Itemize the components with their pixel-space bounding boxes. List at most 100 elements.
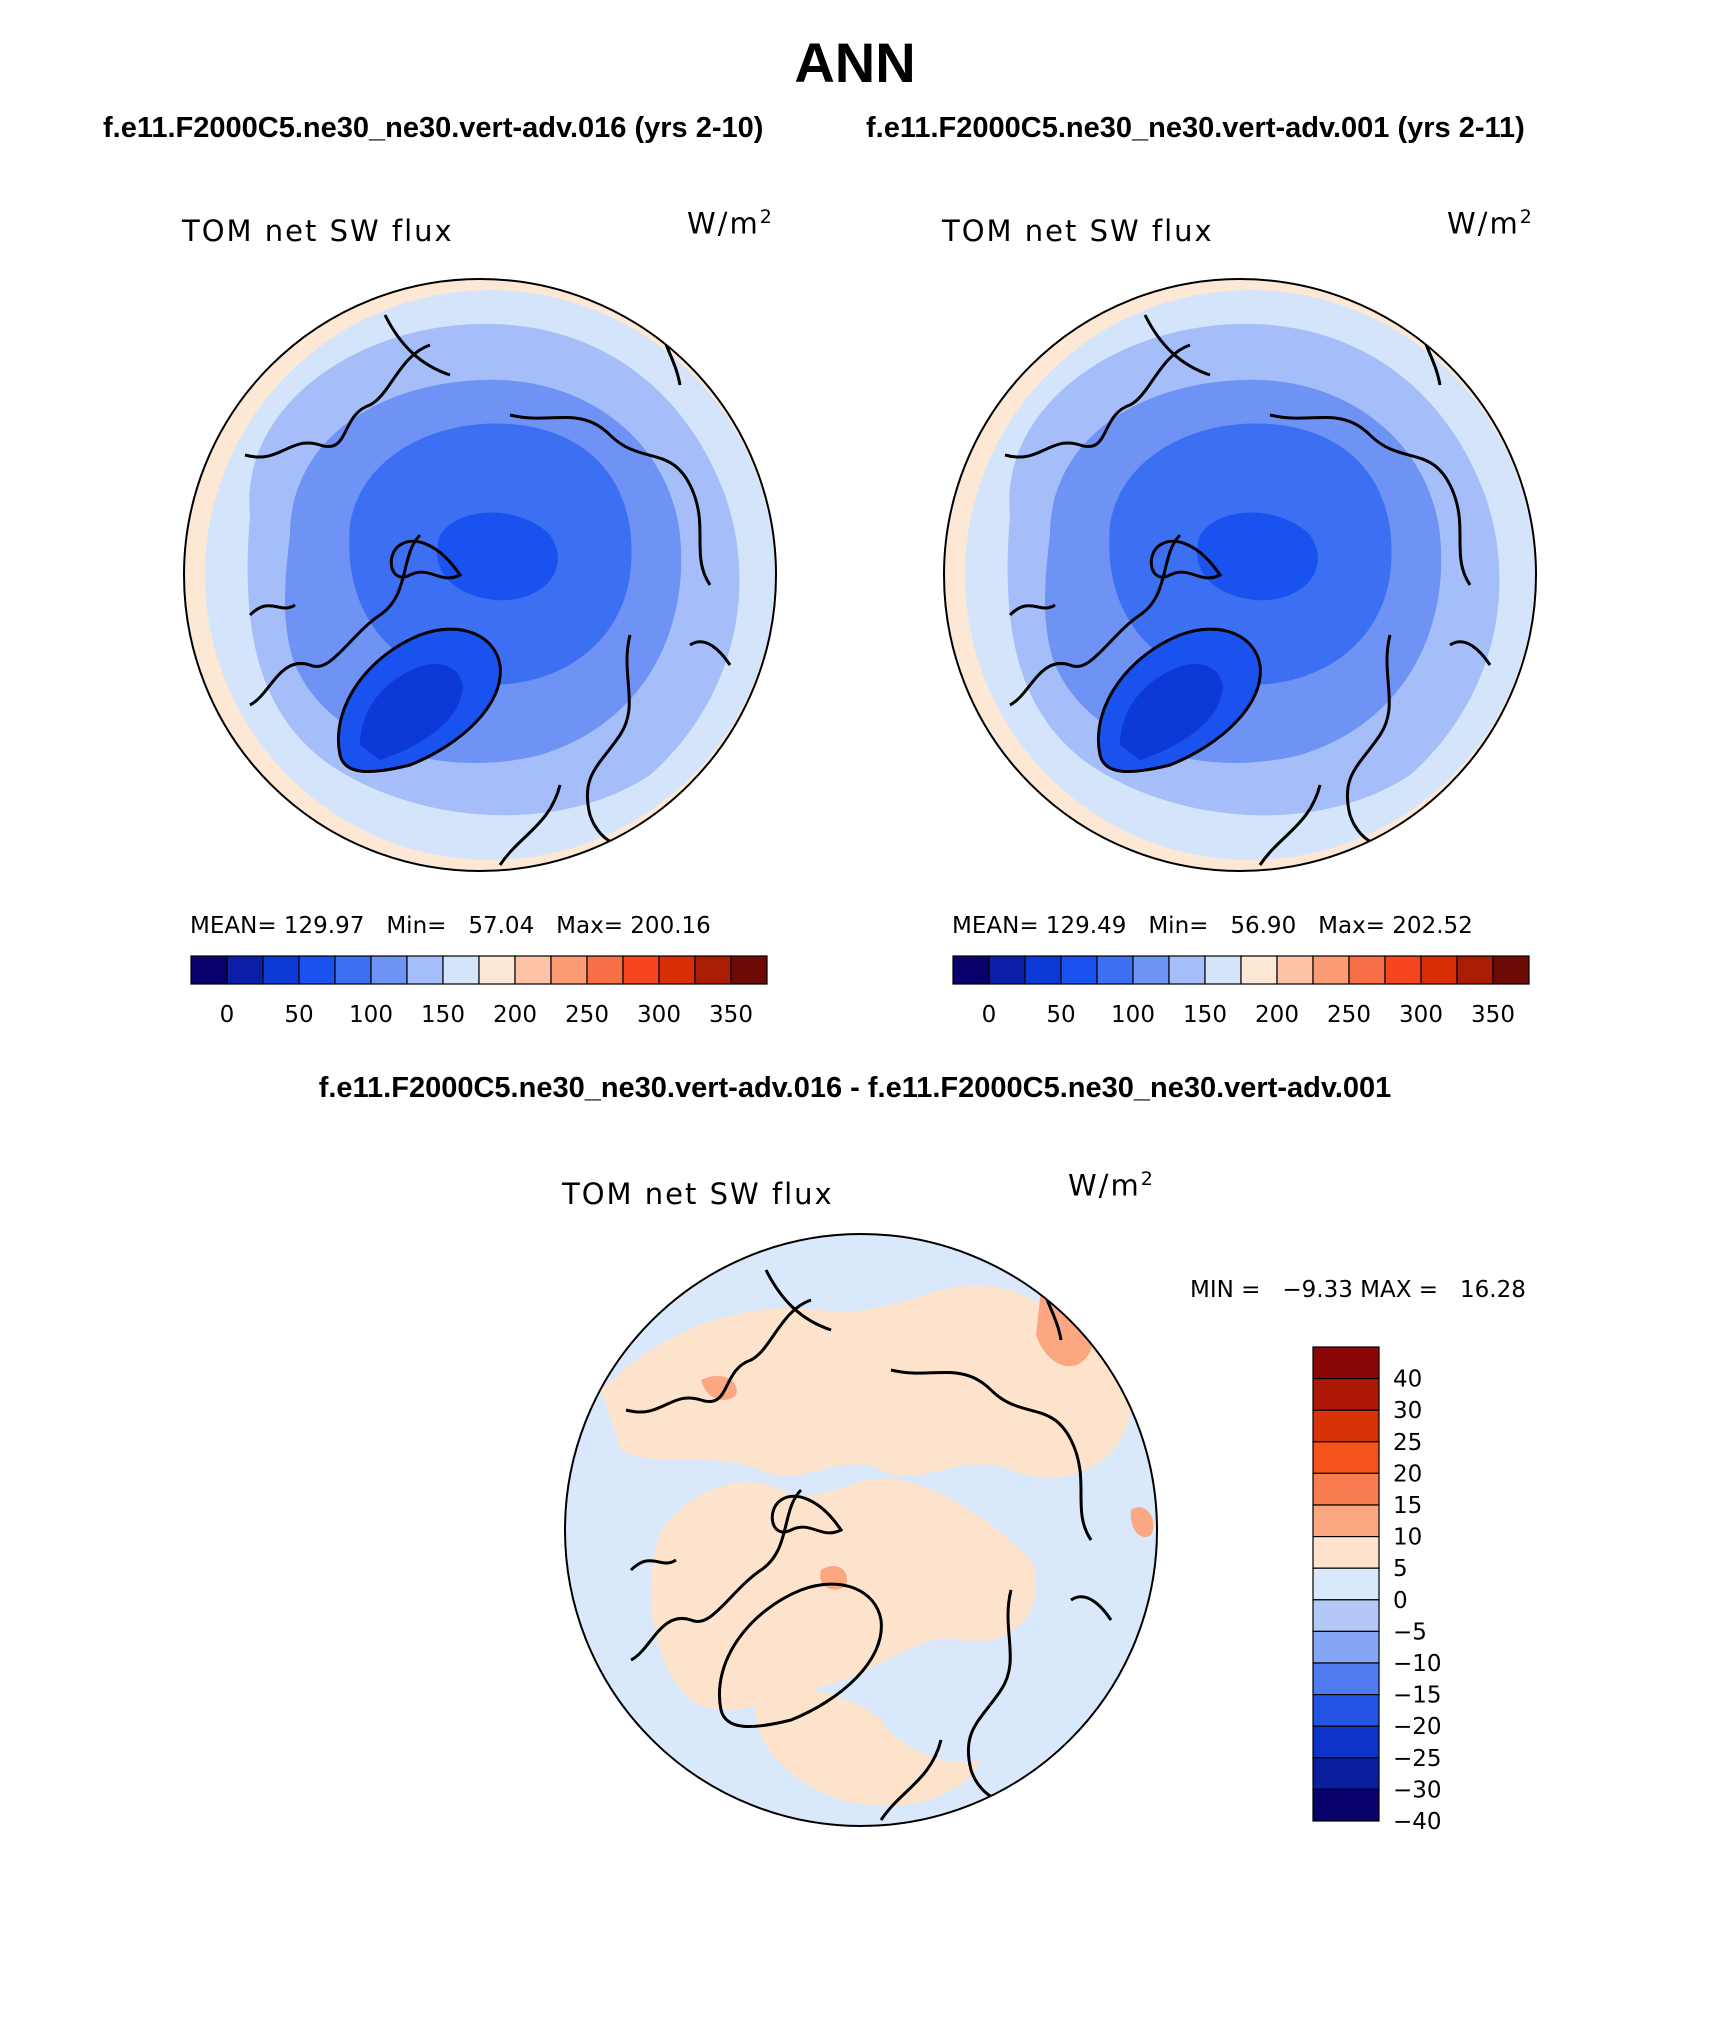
panel-right-label: TOM net SW flux [942, 214, 1214, 248]
fill-greenland-core [1120, 664, 1223, 760]
panel-right-colorbar-swatch [1420, 955, 1458, 985]
diff-colorbar-swatch [1312, 1377, 1380, 1411]
panel-left-colorbar-tick-label: 150 [421, 1002, 465, 1028]
panel-left-colorbar-swatch [478, 955, 516, 985]
panel-left-units: W/m2 [687, 206, 774, 241]
map-boundary [183, 278, 777, 872]
panel-left-colorbar-tick-label: 250 [565, 1002, 609, 1028]
diff-colorbar-swatch [1312, 1662, 1380, 1696]
diff-colorbar-tick-label: 0 [1393, 1588, 1408, 1614]
diff-colorbar-tick-label: −5 [1393, 1619, 1427, 1645]
panel-left-colorbar-swatch [586, 955, 624, 985]
panel-left-colorbar-swatch [658, 955, 696, 985]
panel-right-colorbar-tick-label: 300 [1399, 1002, 1443, 1028]
diff-colorbar-tick-label: 10 [1393, 1525, 1422, 1551]
diff-colorbar-tick-label: 40 [1393, 1367, 1422, 1393]
panel-left-colorbar-swatch [262, 955, 300, 985]
diff-colorbar: 40 30 25 20 15 10 5 0 −5 −10 −15 −20 −25 −30 −40 [1312, 1346, 1442, 1835]
panel-left-colorbar-swatch [442, 955, 480, 985]
diff-colorbar-swatch [1312, 1599, 1380, 1633]
diff-colorbar-tick-label: −20 [1393, 1714, 1442, 1740]
fill-warm-south [755, 1687, 981, 1806]
panel-right-colorbar-swatch [1276, 955, 1314, 985]
panel-left-colorbar-tick-label: 350 [709, 1002, 753, 1028]
figure-title: ANN [794, 31, 916, 94]
diff-colorbar-swatch [1312, 1567, 1380, 1601]
panel-left-colorbar-swatch [226, 955, 264, 985]
fill-greenland-core [360, 664, 463, 760]
diff-colorbar-tick-label: −25 [1393, 1746, 1442, 1772]
map-boundary [943, 278, 1537, 872]
fill-dark-blue-arctic [437, 512, 558, 601]
panel-left-colorbar-swatch [622, 955, 660, 985]
diff-panel-units: W/m2 [1068, 1168, 1155, 1203]
diff-panel-label: TOM net SW flux [562, 1177, 834, 1211]
panel-left-colorbar: 0 50 100 150 200 250 300 350 [190, 955, 768, 1028]
panel-left-colorbar-tick-label: 100 [349, 1002, 393, 1028]
panel-right-stats: MEAN= 129.49 Min= 56.90 Max= 202.52 [952, 913, 1473, 939]
map-boundary [564, 1233, 1158, 1827]
diff-minmax: MIN = −9.33 MAX = 16.28 [1190, 1277, 1526, 1303]
diff-colorbar-tick-label: −15 [1393, 1683, 1442, 1709]
diff-colorbar-swatch [1312, 1757, 1380, 1790]
panel-right-colorbar: 0 50 100 150 200 250 300 350 [952, 955, 1530, 1028]
panel-left-colorbar-tick-label: 300 [637, 1002, 681, 1028]
diff-colorbar-tick-label: −30 [1393, 1777, 1442, 1803]
panel-right-colorbar-tick-label: 150 [1183, 1002, 1227, 1028]
diff-colorbar-swatch [1312, 1725, 1380, 1759]
panel-left-colorbar-swatch [334, 955, 372, 985]
diff-colorbar-swatch [1312, 1788, 1380, 1822]
fill-warm-center [650, 1478, 1037, 1710]
panel-right-colorbar-tick-label: 0 [982, 1002, 997, 1028]
panel-right-colorbar-swatch [1096, 955, 1134, 985]
diff-colorbar-swatch [1312, 1630, 1380, 1664]
panel-left-stats: MEAN= 129.97 Min= 57.04 Max= 200.16 [190, 913, 711, 939]
fill-warm-north [601, 1285, 1131, 1478]
diff-colorbar-swatch [1312, 1409, 1380, 1443]
diff-colorbar-swatch [1312, 1441, 1380, 1475]
panel-right-map [943, 278, 1537, 872]
diff-colorbar-tick-label: 15 [1393, 1493, 1422, 1519]
panel-right-units: W/m2 [1447, 206, 1534, 241]
panel-left-colorbar-swatch [514, 955, 552, 985]
diff-colorbar-tick-label: 30 [1393, 1398, 1422, 1424]
fill-warm-spot-4 [1130, 1507, 1154, 1538]
panel-right-colorbar-swatch [1492, 955, 1530, 985]
panel-right-colorbar-tick-label: 250 [1327, 1002, 1371, 1028]
panel-right-colorbar-swatch [1348, 955, 1386, 985]
panel-right-colorbar-swatch [1204, 955, 1242, 985]
panel-right-colorbar-tick-label: 350 [1471, 1002, 1515, 1028]
diff-colorbar-tick-label: 5 [1393, 1556, 1408, 1582]
panel-right-colorbar-swatch [1312, 955, 1350, 985]
diff-colorbar-swatch [1312, 1504, 1380, 1538]
panel-left-colorbar-swatch [730, 955, 768, 985]
diff-colorbar-swatch [1312, 1536, 1380, 1569]
diff-colorbar-swatch [1312, 1346, 1380, 1380]
panel-left-colorbar-tick-label: 50 [284, 1002, 313, 1028]
diff-title: f.e11.F2000C5.ne30_ne30.vert-adv.016 - f… [318, 1072, 1392, 1104]
subtitle-right: f.e11.F2000C5.ne30_ne30.vert-adv.001 (yr… [866, 112, 1525, 144]
panel-right-colorbar-tick-label: 100 [1111, 1002, 1155, 1028]
panel-left-colorbar-swatch [406, 955, 444, 985]
panel-right-colorbar-swatch [1060, 955, 1098, 985]
panel-right-colorbar-swatch [1024, 955, 1062, 985]
panel-left-colorbar-swatch [190, 955, 228, 985]
panel-left-label: TOM net SW flux [182, 214, 454, 248]
panel-left-map [183, 278, 777, 872]
panel-left-colorbar-tick-label: 200 [493, 1002, 537, 1028]
diff-colorbar-swatch [1312, 1472, 1380, 1506]
diff-colorbar-tick-label: 25 [1393, 1430, 1422, 1456]
panel-right-colorbar-tick-label: 50 [1046, 1002, 1075, 1028]
diff-colorbar-swatch [1312, 1694, 1380, 1727]
diff-colorbar-tick-label: −10 [1393, 1651, 1442, 1677]
panel-left-colorbar-tick-label: 0 [220, 1002, 235, 1028]
diff-colorbar-tick-label: 20 [1393, 1461, 1422, 1487]
panel-left-colorbar-swatch [550, 955, 588, 985]
fill-dark-blue-arctic [1197, 512, 1318, 601]
subtitle-left: f.e11.F2000C5.ne30_ne30.vert-adv.016 (yr… [103, 112, 764, 144]
panel-right-colorbar-swatch [1240, 955, 1278, 985]
panel-right-colorbar-swatch [1456, 955, 1494, 985]
panel-right-colorbar-tick-label: 200 [1255, 1002, 1299, 1028]
diff-colorbar-tick-label: −40 [1393, 1809, 1442, 1835]
panel-left-colorbar-swatch [298, 955, 336, 985]
